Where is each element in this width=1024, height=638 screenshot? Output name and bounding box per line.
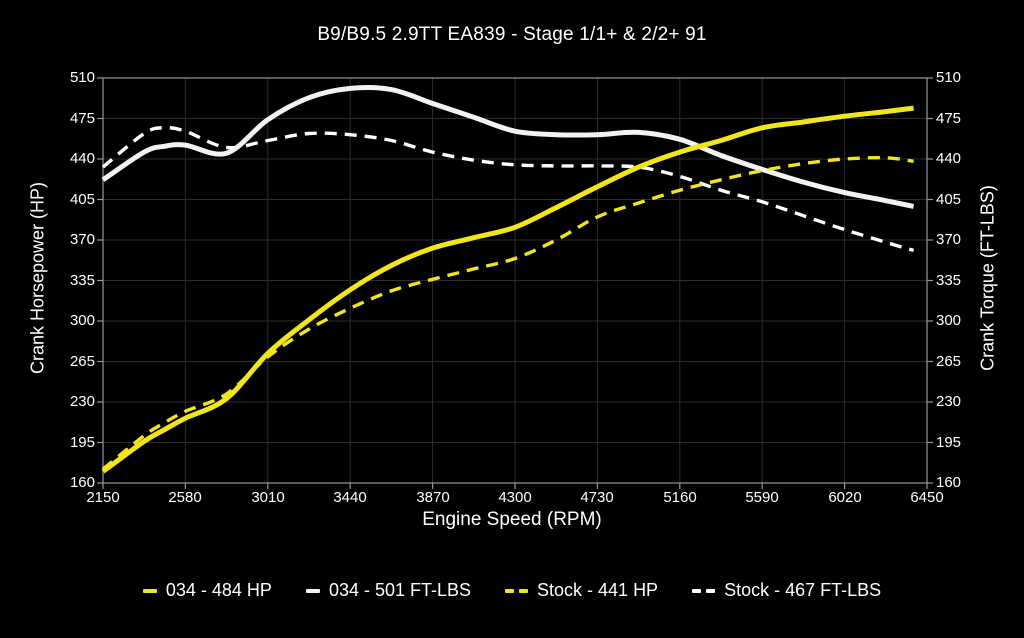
y-tick-label-right: 300 [936, 312, 962, 329]
x-tick-label: 6020 [828, 489, 862, 506]
y-tick-label-right: 265 [936, 353, 962, 370]
x-tick-label: 5590 [745, 489, 779, 506]
legend: 034 - 484 HP 034 - 501 FT-LBS Stock - 44… [0, 580, 1024, 601]
y-tick-label-left: 405 [69, 191, 95, 208]
y-tick-label-left: 230 [69, 393, 95, 410]
legend-item: 034 - 501 FT-LBS [305, 580, 472, 601]
y-tick-label-left: 160 [69, 474, 95, 491]
series-034-501-ft-lbs [101, 85, 915, 209]
y-tick-label-right: 510 [936, 69, 962, 86]
x-tick-label: 4730 [580, 489, 614, 506]
y-tick-label-left: 265 [69, 353, 95, 370]
legend-item-label: 034 - 501 FT-LBS [328, 580, 472, 600]
legend-item-label: Stock - 467 FT-LBS [724, 580, 882, 600]
x-tick-label: 3440 [333, 489, 367, 506]
legend-dashed-line-icon [505, 588, 529, 593]
x-tick-label: 6450 [910, 489, 944, 506]
x-tick-label: 4300 [498, 489, 532, 506]
y-tick-label-left: 335 [69, 272, 95, 289]
y-axis-label-left: Crank Horsepower (HP) [27, 181, 48, 375]
legend-item: Stock - 467 FT-LBS [692, 580, 881, 601]
y-tick-label-right: 440 [936, 150, 962, 167]
y-tick-label-left: 475 [69, 110, 95, 127]
legend-solid-line-icon [305, 588, 320, 593]
y-tick-label-left: 370 [69, 231, 95, 248]
legend-item: 034 - 484 HP [142, 580, 272, 601]
y-tick-label-right: 230 [936, 393, 962, 410]
legend-dashed-line-icon [692, 588, 716, 593]
series-stock-467-ft-lbs [101, 126, 915, 253]
legend-item-label: 034 - 484 HP [165, 580, 272, 600]
x-tick-label: 3010 [251, 489, 285, 506]
legend-solid-line-icon [142, 588, 157, 593]
y-axis-label-right: Crank Torque (FT-LBS) [977, 185, 998, 371]
legend-item-label: Stock - 441 HP [537, 580, 659, 600]
series-stock-441-hp [101, 156, 914, 471]
y-tick-label-right: 195 [936, 434, 962, 451]
y-tick-label-right: 370 [936, 231, 962, 248]
y-tick-label-right: 405 [936, 191, 962, 208]
x-axis-label: Engine Speed (RPM) [422, 509, 602, 530]
y-tick-label-right: 335 [936, 272, 962, 289]
y-tick-label-left: 300 [69, 312, 95, 329]
chart-title: B9/B9.5 2.9TT EA839 - Stage 1/1+ & 2/2+ … [317, 24, 707, 45]
x-tick-label: 2150 [86, 489, 120, 506]
y-tick-label-right: 475 [936, 110, 962, 127]
y-tick-label-left: 510 [69, 69, 95, 86]
y-tick-label-left: 440 [69, 150, 95, 167]
x-tick-label: 3870 [416, 489, 450, 506]
series-034-484-hp [101, 105, 914, 474]
y-tick-label-right: 160 [936, 474, 962, 491]
y-tick-label-left: 195 [69, 434, 95, 451]
legend-item: Stock - 441 HP [505, 580, 658, 601]
x-tick-label: 2580 [168, 489, 202, 506]
x-tick-label: 5160 [663, 489, 697, 506]
